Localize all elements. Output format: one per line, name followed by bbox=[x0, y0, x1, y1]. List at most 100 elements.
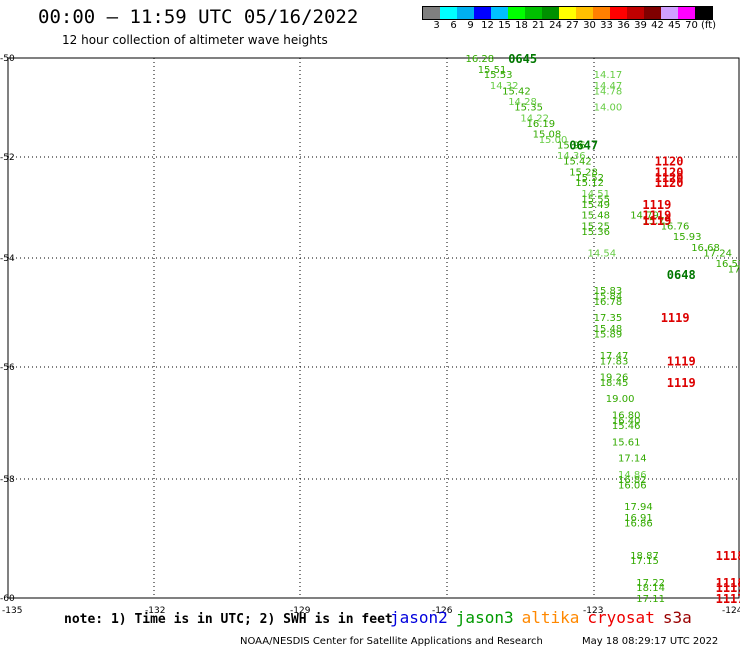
legend-label: 6 bbox=[450, 20, 457, 31]
wave-height-value: 15.42 bbox=[502, 86, 531, 97]
legend-label: 30 bbox=[583, 20, 596, 31]
satellite-jason3: jason3 bbox=[455, 608, 514, 627]
wave-height-value: 15.00 bbox=[539, 135, 568, 146]
wave-height-value: 15.46 bbox=[612, 421, 641, 432]
wave-height-value: 17.11 bbox=[636, 594, 665, 605]
pass-time-label: 1119 bbox=[642, 198, 671, 212]
wave-height-value: 14.47 bbox=[594, 81, 623, 92]
wave-height-value: 14.86 bbox=[618, 470, 647, 481]
wave-height-value: 16.68 bbox=[691, 243, 720, 254]
pass-time-label: 1119 bbox=[667, 354, 696, 368]
legend-swatch bbox=[525, 7, 542, 19]
pass-time-label: 0647 bbox=[569, 138, 598, 152]
wave-height-value: 15.51 bbox=[478, 65, 507, 76]
legend-swatch bbox=[593, 7, 610, 19]
wave-height-value: 14.28 bbox=[508, 97, 537, 108]
wave-height-value: 14.22 bbox=[520, 113, 549, 124]
wave-height-value: 17.47 bbox=[600, 351, 629, 362]
pass-time-label: 1120 bbox=[655, 176, 684, 190]
legend-label: 70 bbox=[685, 20, 698, 31]
legend-label: 9 bbox=[467, 20, 474, 31]
wave-height-value: 16.78 bbox=[594, 297, 623, 308]
wave-height-value: 15.55 bbox=[581, 194, 610, 205]
wave-height-value: 17.24 bbox=[703, 248, 732, 259]
wave-height-value: 19.26 bbox=[600, 373, 629, 384]
legend-label: 45 bbox=[668, 20, 681, 31]
pass-time-label: 1119 bbox=[642, 214, 671, 228]
legend-label: (ft) bbox=[700, 20, 717, 31]
legend-label: 42 bbox=[651, 20, 664, 31]
y-tick-label: -56 bbox=[0, 363, 15, 373]
note-text: note: 1) Time is in UTC; 2) SWH is in fe… bbox=[64, 612, 393, 627]
legend-swatch bbox=[576, 7, 593, 19]
wave-height-value: 16.19 bbox=[527, 119, 556, 130]
pass-time-label: 1119 bbox=[642, 209, 671, 223]
y-tick-label: -60 bbox=[0, 594, 15, 604]
wave-height-value: 14.17 bbox=[594, 70, 623, 81]
page-title: 00:00 – 11:59 UTC 05/16/2022 bbox=[38, 6, 359, 28]
legend-swatch bbox=[559, 7, 576, 19]
wave-height-value: 15.28 bbox=[569, 167, 598, 178]
wave-height-value: 17.83 bbox=[600, 356, 629, 367]
legend-label: 27 bbox=[566, 20, 579, 31]
wave-height-value: 15.36 bbox=[581, 227, 610, 238]
legend-swatch bbox=[491, 7, 508, 19]
wave-height-value: 16.76 bbox=[661, 221, 690, 232]
legend-label: 18 bbox=[515, 20, 528, 31]
legend-label: 39 bbox=[634, 20, 647, 31]
wave-height-value: 16.40 bbox=[612, 416, 641, 427]
wave-height-value: 16.06 bbox=[618, 481, 647, 492]
wave-height-value: 14.51 bbox=[581, 189, 610, 200]
legend-swatch bbox=[661, 7, 678, 19]
wave-height-value: 17.94 bbox=[624, 502, 653, 513]
satellite-altika: altika bbox=[521, 608, 580, 627]
wave-height-value: 14.36 bbox=[557, 151, 586, 162]
legend-label: 33 bbox=[600, 20, 613, 31]
satellite-jason2: jason2 bbox=[390, 608, 448, 627]
x-tick-label: -124 bbox=[722, 606, 740, 616]
wave-height-value: 15.12 bbox=[575, 178, 604, 189]
plot-frame bbox=[7, 57, 740, 599]
x-tick-label: -135 bbox=[2, 606, 22, 616]
wave-height-value: 16.80 bbox=[612, 410, 641, 421]
wave-height-value: 14.32 bbox=[490, 81, 519, 92]
wave-height-value: 18.45 bbox=[600, 378, 629, 389]
legend-swatch bbox=[695, 7, 712, 19]
wave-height-value: 16.82 bbox=[618, 475, 647, 486]
wave-height-value: 15.79 bbox=[642, 216, 671, 227]
wave-height-value: 16.91 bbox=[624, 513, 653, 524]
pass-time-label: 0648 bbox=[667, 268, 696, 282]
y-tick-label: -50 bbox=[0, 54, 15, 64]
pass-time-label: 1120 bbox=[655, 165, 684, 179]
pass-time-label: 1120 bbox=[655, 171, 684, 185]
wave-height-value: 17.35 bbox=[594, 313, 623, 324]
pass-time-label: 1117 bbox=[716, 581, 740, 595]
color-legend bbox=[422, 6, 713, 20]
satellite-s3a: s3a bbox=[662, 608, 692, 627]
legend-label: 15 bbox=[498, 20, 511, 31]
legend-label: 3 bbox=[433, 20, 440, 31]
wave-height-value: 15.84 bbox=[594, 292, 623, 303]
y-tick-label: -54 bbox=[0, 254, 15, 264]
wave-height-value: 19.00 bbox=[606, 394, 635, 405]
wave-height-value: 14.54 bbox=[588, 248, 617, 259]
wave-height-value: 15.48 bbox=[581, 211, 610, 222]
satellite-legend: jason2 jason3 altika cryosat s3a bbox=[390, 608, 700, 627]
satellite-cryosat: cryosat bbox=[587, 608, 655, 627]
legend-swatch bbox=[610, 7, 627, 19]
wave-height-value: 17.22 bbox=[636, 578, 665, 589]
legend-swatch bbox=[457, 7, 474, 19]
wave-height-value: 15.53 bbox=[484, 70, 513, 81]
wave-height-value: 15.49 bbox=[581, 200, 610, 211]
y-tick-label: -58 bbox=[0, 475, 15, 485]
pass-time-label: 1120 bbox=[655, 155, 684, 169]
legend-swatch bbox=[440, 7, 457, 19]
wave-height-value: 15.93 bbox=[673, 232, 702, 243]
wave-height-value: 16.28 bbox=[466, 54, 495, 65]
pass-time-label: 1117 bbox=[716, 592, 740, 606]
wave-height-value: 17.15 bbox=[630, 556, 659, 567]
legend-label: 12 bbox=[481, 20, 494, 31]
legend-swatch bbox=[474, 7, 491, 19]
legend-label: 36 bbox=[617, 20, 630, 31]
